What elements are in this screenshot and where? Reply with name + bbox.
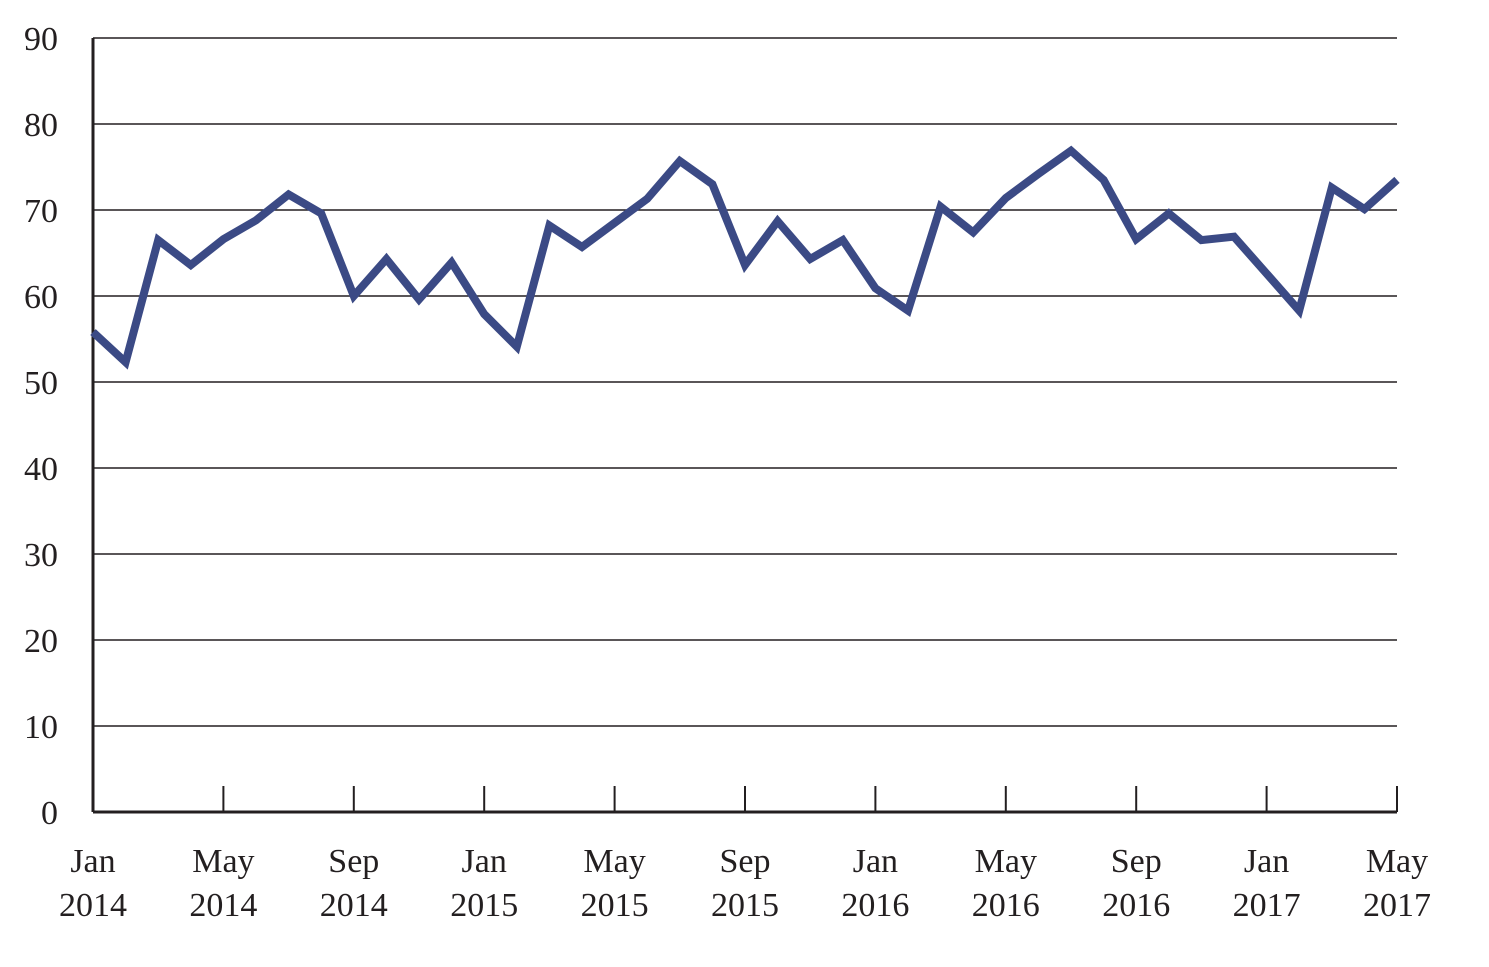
x-tick-label-month: Jan bbox=[462, 843, 507, 880]
x-tick-label-year: 2017 bbox=[1233, 887, 1301, 924]
x-tick-label-month: May bbox=[192, 843, 254, 880]
x-tick-label-year: 2015 bbox=[450, 887, 518, 924]
x-tick-label-year: 2014 bbox=[320, 887, 388, 924]
x-tick-label-month: May bbox=[975, 843, 1037, 880]
x-tick-label-month: Sep bbox=[328, 843, 379, 880]
y-tick-label: 70 bbox=[24, 193, 58, 230]
y-tick-label: 90 bbox=[24, 21, 58, 58]
axes bbox=[91, 38, 1397, 814]
x-tick-label-month: May bbox=[1366, 843, 1428, 880]
series-line bbox=[90, 145, 1400, 370]
y-tick-label: 80 bbox=[24, 107, 58, 144]
y-tick-label: 60 bbox=[24, 279, 58, 316]
x-tick-label-year: 2016 bbox=[972, 887, 1040, 924]
x-tick-label-year: 2016 bbox=[1102, 887, 1170, 924]
x-tick-label-month: Jan bbox=[1244, 843, 1289, 880]
x-tick-label-month: Jan bbox=[853, 843, 898, 880]
x-tick-label-year: 2015 bbox=[711, 887, 779, 924]
series-layer bbox=[90, 145, 1400, 370]
y-tick-label: 50 bbox=[24, 365, 58, 402]
x-tick-label-year: 2017 bbox=[1363, 887, 1431, 924]
x-tick-label-year: 2014 bbox=[59, 887, 127, 924]
x-tick-label-year: 2015 bbox=[581, 887, 649, 924]
x-tick-label-year: 2014 bbox=[189, 887, 257, 924]
x-axis-ticks bbox=[222, 786, 1398, 812]
y-tick-label: 10 bbox=[24, 709, 58, 746]
y-tick-label: 0 bbox=[41, 795, 58, 832]
x-tick-label-month: May bbox=[583, 843, 645, 880]
x-tick-label-month: Sep bbox=[1111, 843, 1162, 880]
x-tick-label-year: 2016 bbox=[841, 887, 909, 924]
y-tick-label: 40 bbox=[24, 451, 58, 488]
y-tick-label: 20 bbox=[24, 623, 58, 660]
y-axis-tick-labels: 0 10 20 30 40 50 60 70 80 90 bbox=[24, 21, 58, 832]
x-tick-label-month: Sep bbox=[720, 843, 771, 880]
x-axis-tick-labels: Jan 2014 May 2014 Sep 2014 Jan 2015 May 2015 Sep 20… bbox=[59, 843, 1431, 924]
gridlines bbox=[93, 37, 1397, 727]
x-tick-label-month: Jan bbox=[70, 843, 115, 880]
y-tick-label: 30 bbox=[24, 537, 58, 574]
